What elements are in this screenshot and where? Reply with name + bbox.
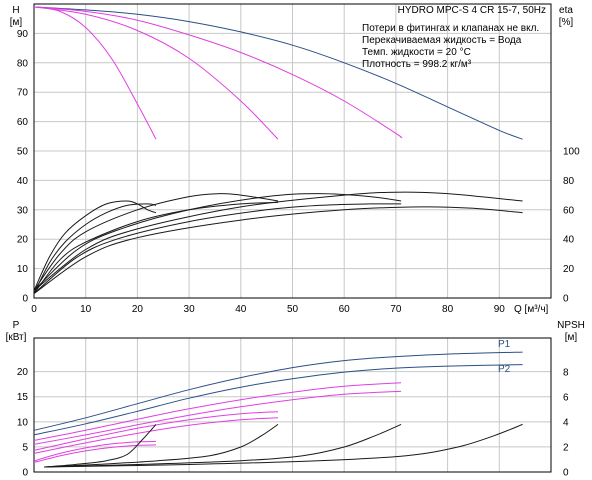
bottom-series-magenta-6 [33, 440, 157, 462]
top-series-black-9 [33, 203, 402, 294]
top-left-tick-label: 90 [17, 29, 29, 40]
top-series-magenta-1 [33, 6, 403, 139]
top-x-tick-label: 70 [390, 304, 402, 315]
top-series-black-6 [33, 193, 279, 291]
bottom-right-tick-label: 4 [563, 417, 569, 428]
bottom-series-blue-0 [33, 351, 523, 431]
bottom-series-black-9 [44, 423, 279, 468]
top-grid [34, 4, 551, 298]
note-temperature: Темп. жидкости = 20 °C [362, 47, 471, 58]
bottom-left-axis-unit: [кВт] [6, 332, 27, 343]
note-fittings: Потери в фитингах и клапанах не вкл. [362, 22, 539, 34]
top-left-axis-label: H [12, 5, 19, 16]
top-x-tick-label: 80 [442, 304, 454, 315]
top-left-axis-unit: [м] [10, 17, 23, 28]
top-series-black-10 [33, 191, 523, 291]
top-chart: 0 10 20 30 40 50 60 70 80 90 0 20 40 60 80 100 0 10 20 30… [10, 3, 580, 315]
top-x-tick-label: 30 [184, 304, 196, 315]
top-left-tick-label: 80 [17, 58, 29, 69]
bottom-right-axis-unit: [м] [565, 332, 578, 343]
top-left-tick-label: 10 [17, 264, 29, 275]
top-series-black-8 [33, 193, 402, 291]
bottom-right-tick-label: 6 [563, 392, 569, 403]
bottom-series-magenta-5 [33, 417, 279, 454]
bottom-left-tick-labels: 0 5 10 15 20 [17, 367, 29, 478]
top-right-tick-label: 20 [563, 264, 575, 275]
bottom-right-tick-labels: 0 2 4 6 8 [563, 367, 569, 478]
top-x-tick-label: 50 [287, 304, 299, 315]
top-left-tick-label: 40 [17, 176, 29, 187]
top-right-tick-label: 100 [563, 147, 580, 158]
bottom-left-tick-label: 15 [17, 392, 29, 403]
top-right-tick-labels: 0 20 40 60 80 100 [563, 147, 580, 305]
top-series-black-4 [33, 200, 157, 291]
bottom-curves [33, 351, 523, 468]
top-right-tick-label: 40 [563, 235, 575, 246]
top-left-tick-label: 70 [17, 88, 29, 99]
bottom-right-axis-label: NPSH [557, 320, 585, 331]
top-x-tick-label: 90 [494, 304, 506, 315]
note-density: Плотность = 998.2 кг/м³ [362, 59, 472, 70]
bottom-left-tick-label: 5 [22, 442, 28, 453]
top-x-axis-label: Q [м³/ч] [514, 304, 549, 315]
bottom-plot-frame [33, 337, 552, 473]
bottom-left-tick-label: 20 [17, 367, 29, 378]
series-label-p2: P2 [498, 364, 511, 375]
top-series-black-5 [33, 203, 157, 294]
top-left-tick-label: 60 [17, 117, 29, 128]
top-right-tick-label: 0 [563, 294, 569, 305]
top-left-tick-labels: 0 10 20 30 40 50 60 70 80 90 [17, 29, 29, 305]
top-left-tick-label: 50 [17, 147, 29, 158]
top-x-tick-label: 0 [31, 304, 37, 315]
top-plot-frame [33, 3, 552, 299]
note-liquid: Перекачиваемая жидкость = Вода [362, 35, 522, 46]
bottom-right-tick-label: 2 [563, 442, 569, 453]
bottom-series-black-8 [44, 424, 157, 468]
bottom-right-tick-label: 8 [563, 367, 569, 378]
top-series-black-11 [33, 206, 523, 295]
top-x-tick-label: 60 [339, 304, 351, 315]
top-series-magenta-2 [33, 6, 279, 140]
top-x-tick-label: 20 [132, 304, 144, 315]
bottom-series-black-10 [44, 423, 402, 468]
bottom-series-magenta-2 [33, 382, 402, 441]
top-right-axis-label: eta [559, 5, 573, 16]
top-right-tick-label: 60 [563, 205, 575, 216]
bottom-grid [34, 338, 551, 472]
top-left-tick-label: 0 [22, 294, 28, 305]
top-right-axis-unit: [%] [559, 17, 574, 28]
top-series-black-7 [33, 201, 279, 294]
bottom-series-magenta-4 [33, 411, 279, 451]
bottom-chart: 0 5 10 15 20 0 2 4 6 8 P [кВт] NPSH [м] P1 P2 [6, 320, 585, 479]
top-series-blue-0 [33, 6, 523, 140]
top-x-tick-label: 40 [235, 304, 247, 315]
series-label-p1: P1 [498, 339, 511, 350]
bottom-series-black-11 [44, 423, 523, 468]
bottom-right-tick-label: 0 [563, 468, 569, 479]
top-right-tick-label: 80 [563, 176, 575, 187]
bottom-left-axis-label: P [13, 320, 20, 331]
bottom-series-magenta-7 [33, 444, 157, 463]
bottom-left-tick-label: 0 [22, 468, 28, 479]
top-curves [33, 6, 523, 295]
bottom-left-tick-label: 10 [17, 417, 29, 428]
top-series-magenta-3 [33, 6, 157, 140]
top-x-tick-labels: 0 10 20 30 40 50 60 70 80 90 [31, 304, 505, 315]
top-left-tick-label: 20 [17, 235, 29, 246]
top-x-tick-label: 10 [80, 304, 92, 315]
bottom-series-magenta-3 [33, 390, 402, 445]
top-left-tick-label: 30 [17, 205, 29, 216]
chart-title: HYDRO MPC-S 4 CR 15-7, 50Hz [398, 5, 546, 16]
bottom-series-blue-1 [33, 364, 523, 436]
